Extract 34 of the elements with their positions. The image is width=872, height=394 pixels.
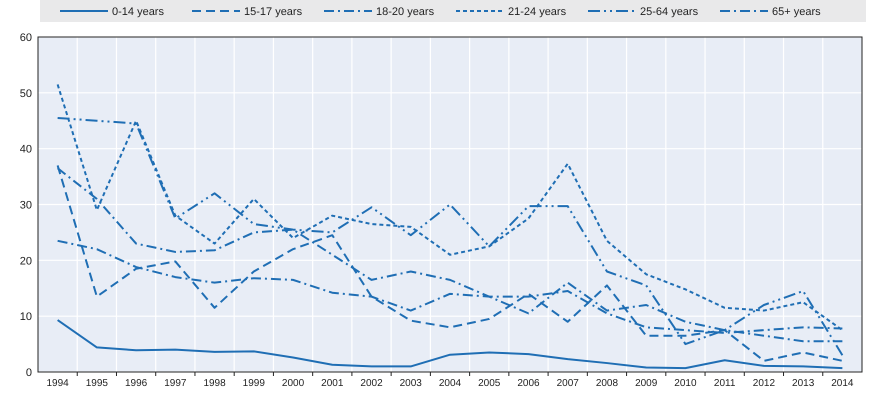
- x-tick-label: 2004: [438, 378, 462, 389]
- y-tick-label: 30: [20, 200, 32, 212]
- y-tick-label: 40: [20, 144, 32, 156]
- y-tick-label: 0: [26, 367, 32, 379]
- y-tick-label: 10: [20, 311, 32, 324]
- y-tick-label: 50: [20, 88, 32, 100]
- x-tick-label: 1997: [164, 378, 187, 389]
- x-tick-label: 1995: [86, 378, 108, 389]
- x-tick-label: 1998: [203, 378, 226, 389]
- x-tick-label: 2000: [282, 378, 305, 389]
- x-tick-label: 2009: [635, 378, 658, 389]
- x-tick-label: 1996: [124, 378, 148, 389]
- x-tick-label: 2014: [831, 378, 854, 389]
- x-tick-label: 2013: [792, 378, 815, 389]
- x-tick-label: 2007: [556, 378, 580, 389]
- x-tick-label: 1994: [46, 378, 70, 389]
- x-tick-label: 2003: [400, 378, 422, 389]
- x-tick-label: 2006: [517, 378, 540, 389]
- legend-label: 18-20 years: [376, 6, 435, 18]
- x-tick-label: 2005: [478, 378, 501, 389]
- x-tick-label: 2012: [752, 378, 776, 389]
- y-tick-label: 60: [20, 32, 32, 44]
- x-tick-label: 2008: [596, 378, 619, 389]
- legend-label: 21-24 years: [508, 6, 567, 18]
- legend-label: 25-64 years: [640, 6, 699, 18]
- legend-label: 65+ years: [772, 6, 822, 18]
- x-tick-label: 2001: [321, 378, 344, 389]
- x-tick-label: 1999: [242, 378, 266, 389]
- x-tick-label: 2010: [674, 378, 697, 389]
- x-tick-label: 2011: [714, 378, 736, 389]
- legend-label: 15-17 years: [244, 6, 303, 18]
- legend-label: 0-14 years: [112, 6, 164, 18]
- x-tick-label: 2002: [360, 378, 384, 389]
- y-tick-label: 20: [20, 255, 32, 268]
